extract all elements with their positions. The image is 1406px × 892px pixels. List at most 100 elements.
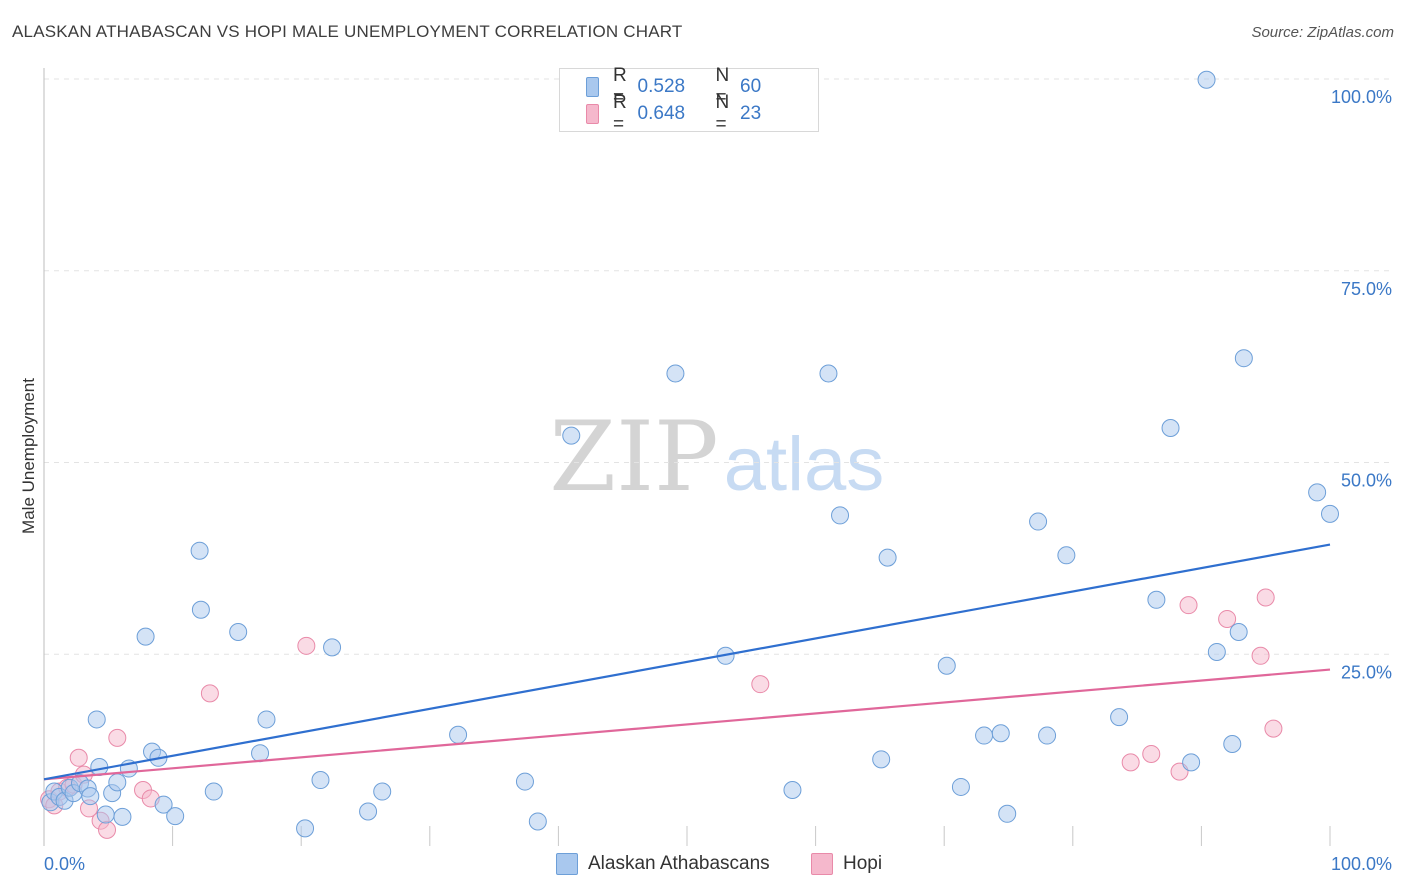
- y-tick-label: 25.0%: [1341, 662, 1392, 682]
- y-axis-label: Male Unemployment: [19, 378, 38, 534]
- data-point-alaskan-athabascans: [1057, 546, 1076, 565]
- y-tick-label: 50.0%: [1341, 471, 1392, 491]
- legend-r-label: R =: [613, 65, 627, 108]
- data-point-hopi: [69, 748, 88, 767]
- watermark: ZIP atlas: [549, 401, 884, 513]
- data-point-alaskan-athabascans: [991, 724, 1010, 743]
- x-tick-labels: 0.0% 100.0%: [44, 854, 1392, 874]
- data-point-alaskan-athabascans: [1229, 623, 1248, 642]
- data-point-alaskan-athabascans: [1308, 483, 1327, 502]
- data-point-hopi: [1264, 719, 1283, 738]
- trend-lines: [43, 543, 1331, 781]
- data-point-alaskan-athabascans: [296, 819, 315, 838]
- data-point-alaskan-athabascans: [1029, 512, 1048, 531]
- data-point-alaskan-athabascans: [311, 771, 330, 790]
- data-point-alaskan-athabascans: [1182, 753, 1201, 772]
- data-point-alaskan-athabascans: [96, 805, 115, 824]
- data-point-alaskan-athabascans: [998, 804, 1017, 823]
- data-point-hopi: [1142, 744, 1161, 763]
- data-point-alaskan-athabascans: [1110, 708, 1129, 727]
- data-point-alaskan-athabascans: [257, 710, 276, 729]
- x-tick-label-max: 100.0%: [1331, 854, 1392, 874]
- data-point-alaskan-athabascans: [666, 364, 685, 383]
- bottom-legend-label: Hopi: [843, 853, 883, 874]
- data-point-alaskan-athabascans: [562, 426, 581, 445]
- data-point-alaskan-athabascans: [113, 807, 132, 826]
- series-alaskan-athabascans-points: [41, 70, 1339, 838]
- legend-r-label: R =: [613, 92, 627, 135]
- watermark-atlas: atlas: [724, 422, 885, 507]
- bottom-legend-swatch-pink: [811, 853, 833, 875]
- y-tick-label: 75.0%: [1341, 279, 1392, 299]
- data-point-alaskan-athabascans: [1147, 590, 1166, 609]
- data-point-alaskan-athabascans: [1207, 642, 1226, 661]
- data-point-hopi: [1179, 596, 1198, 615]
- data-point-alaskan-athabascans: [81, 787, 100, 806]
- data-point-hopi: [1256, 588, 1275, 607]
- data-point-alaskan-athabascans: [1161, 418, 1180, 437]
- legend-r-value: 0.648: [637, 103, 686, 124]
- trend-line-hopi: [43, 668, 1331, 781]
- legend-swatch-blue: [586, 77, 600, 97]
- legend-swatch-pink: [586, 104, 600, 124]
- data-point-alaskan-athabascans: [1223, 734, 1242, 753]
- data-point-alaskan-athabascans: [951, 777, 970, 796]
- legend-row-hopi: R = 0.648 N = 23: [586, 92, 818, 135]
- data-point-alaskan-athabascans: [108, 773, 127, 792]
- grid-lines: [44, 78, 1392, 655]
- legend-r-value: 0.528: [637, 76, 686, 97]
- data-point-alaskan-athabascans: [87, 710, 106, 729]
- data-point-hopi: [98, 820, 117, 839]
- x-tick-label-min: 0.0%: [44, 854, 85, 874]
- data-point-alaskan-athabascans: [831, 506, 850, 525]
- trend-line-alaskan-athabascans: [43, 543, 1331, 781]
- y-tick-label: 100.0%: [1331, 87, 1392, 107]
- data-point-alaskan-athabascans: [878, 548, 897, 567]
- data-point-alaskan-athabascans: [191, 600, 210, 619]
- data-point-alaskan-athabascans: [229, 623, 248, 642]
- data-point-alaskan-athabascans: [872, 750, 891, 769]
- data-point-alaskan-athabascans: [528, 812, 547, 831]
- data-point-alaskan-athabascans: [937, 656, 956, 675]
- data-point-alaskan-athabascans: [449, 725, 468, 744]
- data-point-alaskan-athabascans: [1197, 70, 1216, 89]
- data-point-alaskan-athabascans: [204, 782, 223, 801]
- data-point-alaskan-athabascans: [1038, 726, 1057, 745]
- legend-n-value: 23: [740, 103, 762, 124]
- data-point-hopi: [1218, 609, 1237, 628]
- data-point-alaskan-athabascans: [166, 807, 185, 826]
- data-point-hopi: [1251, 646, 1270, 665]
- data-point-alaskan-athabascans: [819, 364, 838, 383]
- x-axis-ticks: [172, 826, 1331, 846]
- source-credit: Source: ZipAtlas.com: [1251, 24, 1394, 41]
- data-point-alaskan-athabascans: [975, 726, 994, 745]
- data-point-alaskan-athabascans: [136, 627, 155, 646]
- bottom-legend-label: Alaskan Athabascans: [588, 853, 770, 874]
- data-point-alaskan-athabascans: [783, 781, 802, 800]
- data-point-alaskan-athabascans: [515, 772, 534, 791]
- data-point-alaskan-athabascans: [373, 782, 392, 801]
- legend-row-alaskan-athabascans: R = 0.528 N = 60: [586, 65, 818, 108]
- series-hopi-points: [40, 588, 1283, 839]
- legend-n-value: 60: [740, 76, 762, 97]
- data-point-alaskan-athabascans: [190, 541, 209, 560]
- data-point-alaskan-athabascans: [251, 744, 270, 763]
- data-point-hopi: [297, 636, 316, 655]
- data-point-hopi: [1121, 753, 1140, 772]
- legend-n-label: N =: [715, 65, 730, 108]
- data-point-alaskan-athabascans: [154, 795, 173, 814]
- data-point-hopi: [108, 728, 127, 747]
- data-point-alaskan-athabascans: [1234, 349, 1253, 368]
- watermark-zip: ZIP: [549, 401, 718, 513]
- data-point-alaskan-athabascans: [323, 638, 342, 657]
- data-point-hopi: [200, 684, 219, 703]
- bottom-legend-alaskan-athabascans: Alaskan Athabascans: [556, 852, 770, 876]
- data-point-alaskan-athabascans: [1321, 504, 1339, 523]
- stats-legend: R = 0.528 N = 60 R = 0.648 N = 23: [559, 65, 819, 135]
- bottom-legend-swatch-blue: [556, 853, 578, 875]
- chart-title: ALASKAN ATHABASCAN VS HOPI MALE UNEMPLOY…: [12, 22, 683, 41]
- bottom-legend-hopi: Hopi: [811, 852, 882, 876]
- y-tick-labels: 100.0% 75.0% 50.0% 25.0%: [1331, 87, 1392, 682]
- data-point-alaskan-athabascans: [359, 802, 378, 821]
